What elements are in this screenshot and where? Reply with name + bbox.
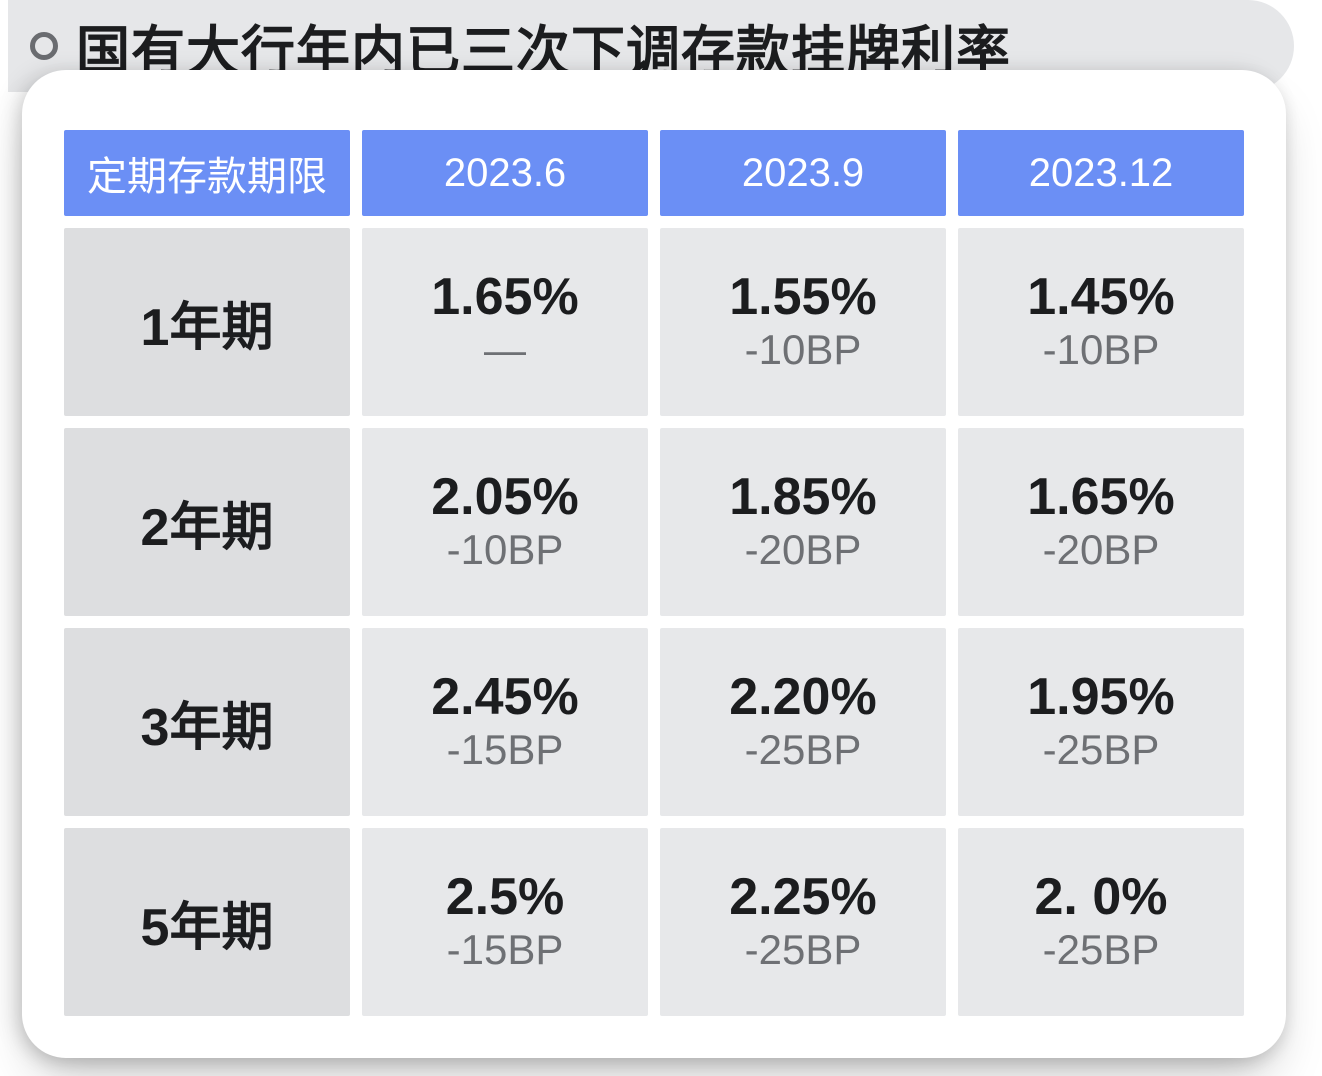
page: 国有大行年内已三次下调存款挂牌利率 定期存款期限 2023.6 2023.9 2… bbox=[0, 0, 1322, 1076]
rate-value: 1.55% bbox=[661, 270, 945, 325]
data-cell: 1.55%-10BP bbox=[660, 228, 946, 416]
row-label: 2年期 bbox=[64, 428, 350, 616]
rates-card: 定期存款期限 2023.6 2023.9 2023.12 1年期1.65%—1.… bbox=[22, 70, 1286, 1058]
rate-value: 1.65% bbox=[363, 270, 647, 325]
rate-value: 2. 0% bbox=[959, 870, 1243, 925]
bullet-icon bbox=[30, 32, 58, 60]
col-header: 2023.12 bbox=[958, 130, 1244, 216]
data-cell: 1.45%-10BP bbox=[958, 228, 1244, 416]
rate-value: 2.45% bbox=[363, 670, 647, 725]
data-cell: 2.05%-10BP bbox=[362, 428, 648, 616]
delta-value: -25BP bbox=[661, 926, 945, 974]
table-row: 1年期1.65%—1.55%-10BP1.45%-10BP bbox=[64, 228, 1244, 416]
delta-value: -10BP bbox=[661, 326, 945, 374]
data-cell: 2.5%-15BP bbox=[362, 828, 648, 1016]
table-row: 3年期2.45%-15BP2.20%-25BP1.95%-25BP bbox=[64, 628, 1244, 816]
delta-value: -10BP bbox=[363, 526, 647, 574]
rate-value: 2.25% bbox=[661, 870, 945, 925]
data-cell: 1.65%-20BP bbox=[958, 428, 1244, 616]
table-row: 5年期2.5%-15BP2.25%-25BP2. 0%-25BP bbox=[64, 828, 1244, 1016]
rate-value: 2.20% bbox=[661, 670, 945, 725]
rate-value: 2.5% bbox=[363, 870, 647, 925]
data-cell: 1.95%-25BP bbox=[958, 628, 1244, 816]
delta-value: -20BP bbox=[959, 526, 1243, 574]
row-label: 1年期 bbox=[64, 228, 350, 416]
rates-table-wrap: 定期存款期限 2023.6 2023.9 2023.12 1年期1.65%—1.… bbox=[52, 118, 1256, 1028]
data-cell: 1.65%— bbox=[362, 228, 648, 416]
delta-value: -20BP bbox=[661, 526, 945, 574]
data-cell: 2.45%-15BP bbox=[362, 628, 648, 816]
data-cell: 1.85%-20BP bbox=[660, 428, 946, 616]
rate-value: 1.65% bbox=[959, 470, 1243, 525]
delta-value: — bbox=[363, 326, 647, 374]
table-row: 2年期2.05%-10BP1.85%-20BP1.65%-20BP bbox=[64, 428, 1244, 616]
row-label: 3年期 bbox=[64, 628, 350, 816]
data-cell: 2. 0%-25BP bbox=[958, 828, 1244, 1016]
data-cell: 2.25%-25BP bbox=[660, 828, 946, 1016]
rate-value: 2.05% bbox=[363, 470, 647, 525]
rate-value: 1.45% bbox=[959, 270, 1243, 325]
delta-value: -25BP bbox=[959, 926, 1243, 974]
table-head: 定期存款期限 2023.6 2023.9 2023.12 bbox=[64, 130, 1244, 216]
delta-value: -25BP bbox=[661, 726, 945, 774]
col-header: 2023.6 bbox=[362, 130, 648, 216]
delta-value: -15BP bbox=[363, 726, 647, 774]
rate-value: 1.85% bbox=[661, 470, 945, 525]
rate-value: 1.95% bbox=[959, 670, 1243, 725]
rates-table: 定期存款期限 2023.6 2023.9 2023.12 1年期1.65%—1.… bbox=[52, 118, 1256, 1028]
data-cell: 2.20%-25BP bbox=[660, 628, 946, 816]
row-label-header: 定期存款期限 bbox=[64, 130, 350, 216]
delta-value: -25BP bbox=[959, 726, 1243, 774]
delta-value: -10BP bbox=[959, 326, 1243, 374]
table-body: 1年期1.65%—1.55%-10BP1.45%-10BP2年期2.05%-10… bbox=[64, 228, 1244, 1016]
row-label: 5年期 bbox=[64, 828, 350, 1016]
col-header: 2023.9 bbox=[660, 130, 946, 216]
delta-value: -15BP bbox=[363, 926, 647, 974]
